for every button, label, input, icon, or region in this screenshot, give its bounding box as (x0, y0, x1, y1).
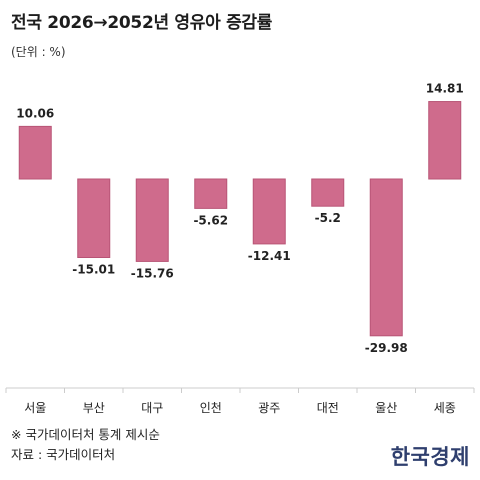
data-label-2: -15.76 (131, 266, 174, 280)
unit-label: (단위 : %) (11, 45, 66, 59)
x-tick-label-1: 부산 (83, 401, 105, 415)
x-tick-label-0: 서울 (24, 401, 46, 415)
bar-4 (252, 178, 286, 245)
x-tick-label-3: 인천 (200, 400, 222, 415)
data-label-0: 10.06 (16, 106, 54, 120)
chart-title: 전국 2026→2052년 영유아 증감률 (11, 13, 273, 33)
bar-6 (369, 178, 403, 337)
x-tick-label-6: 울산 (375, 401, 397, 415)
data-label-5: -5.2 (315, 211, 341, 225)
data-label-6: -29.98 (365, 341, 408, 355)
data-label-1: -15.01 (72, 263, 115, 277)
x-tick-label-4: 광주 (258, 401, 280, 415)
x-tick-label-2: 대구 (141, 401, 163, 415)
data-label-3: -5.62 (193, 213, 228, 227)
data-label-7: 14.81 (426, 82, 464, 96)
x-tick-label-5: 대전 (317, 401, 339, 415)
footnote: ※ 국가데이터처 통계 제시순 (11, 427, 160, 442)
bar-3 (194, 178, 228, 209)
bar-7 (428, 101, 462, 180)
data-label-4: -12.41 (248, 249, 291, 263)
bar-1 (77, 178, 111, 259)
bar-2 (135, 178, 169, 262)
x-tick-label-7: 세종 (434, 401, 456, 415)
bar-chart: 10.06 서울 -15.01 부산 -15.76 대구 -5.62 인천 -12.41 광주 -5… (5, 82, 475, 415)
bar-0 (18, 125, 52, 180)
bar-5 (311, 178, 345, 207)
publisher-logo: 한국경제 (390, 444, 470, 469)
source-note: 자료 : 국가데이터처 (11, 447, 116, 462)
